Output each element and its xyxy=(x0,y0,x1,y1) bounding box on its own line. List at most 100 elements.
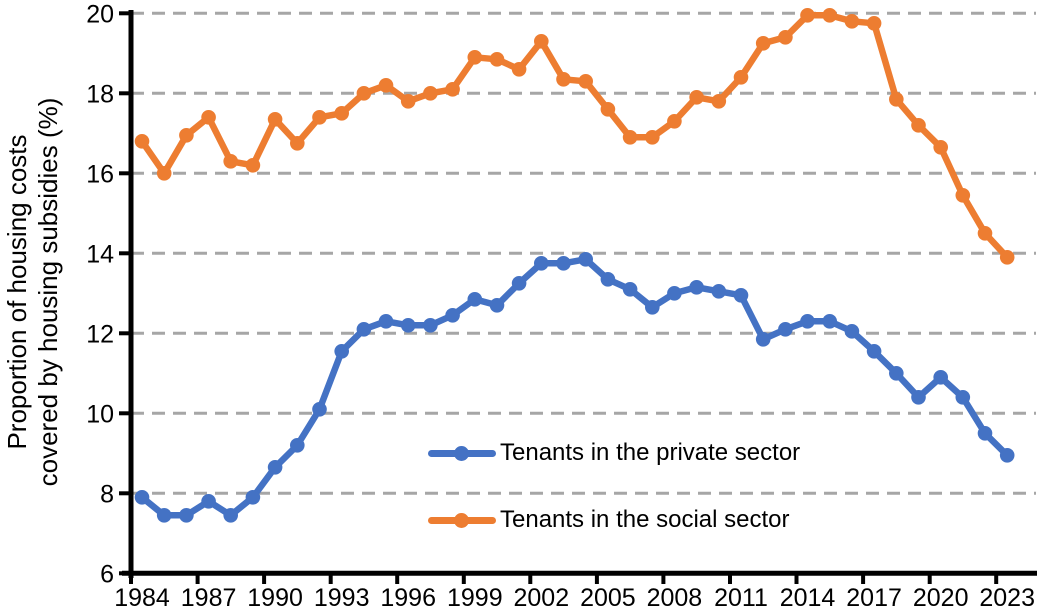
y-axis-title-line2: covered by housing subsidies (%) xyxy=(33,97,63,487)
x-tick-label-2008: 2008 xyxy=(647,584,703,612)
data-point xyxy=(733,70,749,85)
data-point xyxy=(223,508,238,523)
data-point xyxy=(822,8,837,23)
legend-swatch-social xyxy=(428,512,496,529)
data-point xyxy=(245,490,261,505)
data-point xyxy=(179,508,194,523)
y-axis-title: Proportion of housing costs covered by h… xyxy=(2,98,64,487)
data-point xyxy=(556,72,571,87)
data-point xyxy=(999,448,1015,463)
x-tick-label-1996: 1996 xyxy=(380,584,436,612)
legend-swatch-private xyxy=(428,445,496,462)
y-tick-label-16: 16 xyxy=(86,160,114,188)
data-point xyxy=(312,110,327,125)
data-point xyxy=(179,128,194,143)
data-point xyxy=(290,136,305,151)
data-point xyxy=(645,300,660,315)
data-point xyxy=(755,332,771,347)
y-tick-label-10: 10 xyxy=(86,400,114,428)
x-tick-label-2017: 2017 xyxy=(846,584,902,612)
data-point xyxy=(378,314,394,329)
data-point xyxy=(489,298,505,313)
data-point xyxy=(467,292,483,307)
legend-label-social: Tenants in the social sector xyxy=(500,506,790,533)
series-line-1 xyxy=(138,12,1011,261)
data-point xyxy=(511,62,527,77)
data-point xyxy=(578,74,593,89)
data-point xyxy=(800,314,815,329)
legend-item-private-sector: Tenants in the private sector xyxy=(428,439,801,466)
data-point xyxy=(622,282,638,297)
x-tick-label-2014: 2014 xyxy=(780,584,836,612)
data-point xyxy=(423,86,438,101)
x-tick-label-2020: 2020 xyxy=(913,584,969,612)
data-point xyxy=(534,255,549,271)
data-point xyxy=(356,86,372,101)
data-point xyxy=(556,255,571,271)
data-point xyxy=(134,134,150,149)
x-tick-label-1993: 1993 xyxy=(314,584,370,612)
data-point xyxy=(245,158,261,173)
data-point xyxy=(600,102,616,117)
data-point xyxy=(334,106,350,121)
data-point xyxy=(822,314,837,329)
x-tick-label-1984: 1984 xyxy=(114,584,170,612)
data-point xyxy=(844,13,860,29)
data-point xyxy=(755,36,771,51)
data-point xyxy=(999,249,1015,265)
data-point xyxy=(423,318,438,333)
data-point xyxy=(534,34,549,49)
data-point xyxy=(334,344,350,359)
data-point xyxy=(400,94,416,109)
y-tick-label-8: 8 xyxy=(100,480,114,508)
data-point xyxy=(223,154,238,169)
legend-label-private: Tenants in the private sector xyxy=(500,439,801,466)
data-point xyxy=(667,286,682,301)
y-tick-label-6: 6 xyxy=(100,560,114,588)
data-point xyxy=(600,272,616,287)
data-point xyxy=(689,280,704,295)
data-point xyxy=(622,130,638,145)
data-point xyxy=(933,370,948,385)
data-point xyxy=(911,118,926,133)
data-point xyxy=(378,78,394,93)
data-point xyxy=(445,82,460,97)
data-point xyxy=(889,366,904,381)
data-point xyxy=(134,490,150,505)
data-point xyxy=(889,92,904,107)
data-point xyxy=(689,90,704,105)
x-tick-label-2011: 2011 xyxy=(714,584,768,612)
data-point xyxy=(489,52,505,67)
data-point xyxy=(467,50,483,65)
data-point xyxy=(866,15,882,31)
data-point xyxy=(400,318,416,333)
data-point xyxy=(977,226,993,241)
data-point xyxy=(667,114,682,129)
data-point xyxy=(955,188,971,203)
data-point xyxy=(156,508,172,523)
data-point xyxy=(578,251,593,267)
data-point xyxy=(977,426,993,441)
y-tick-label-12: 12 xyxy=(86,320,114,348)
y-tick-label-20: 20 xyxy=(86,0,114,28)
data-point xyxy=(267,112,283,127)
data-point xyxy=(933,140,948,155)
data-point xyxy=(356,322,372,337)
data-point xyxy=(645,130,660,145)
y-tick-label-14: 14 xyxy=(86,240,114,268)
y-axis-title-line1: Proportion of housing costs xyxy=(2,134,32,450)
data-point xyxy=(445,308,460,323)
data-point xyxy=(800,8,815,23)
data-point xyxy=(711,94,727,109)
data-point xyxy=(733,288,749,303)
x-tick-label-1987: 1987 xyxy=(181,584,237,612)
legend-marker-private xyxy=(454,445,469,461)
data-point xyxy=(778,30,793,45)
data-point xyxy=(711,284,727,299)
data-point xyxy=(156,166,172,181)
legend-item-social-sector: Tenants in the social sector xyxy=(428,506,790,533)
x-tick-label-2023: 2023 xyxy=(979,584,1035,612)
data-point xyxy=(312,402,327,417)
